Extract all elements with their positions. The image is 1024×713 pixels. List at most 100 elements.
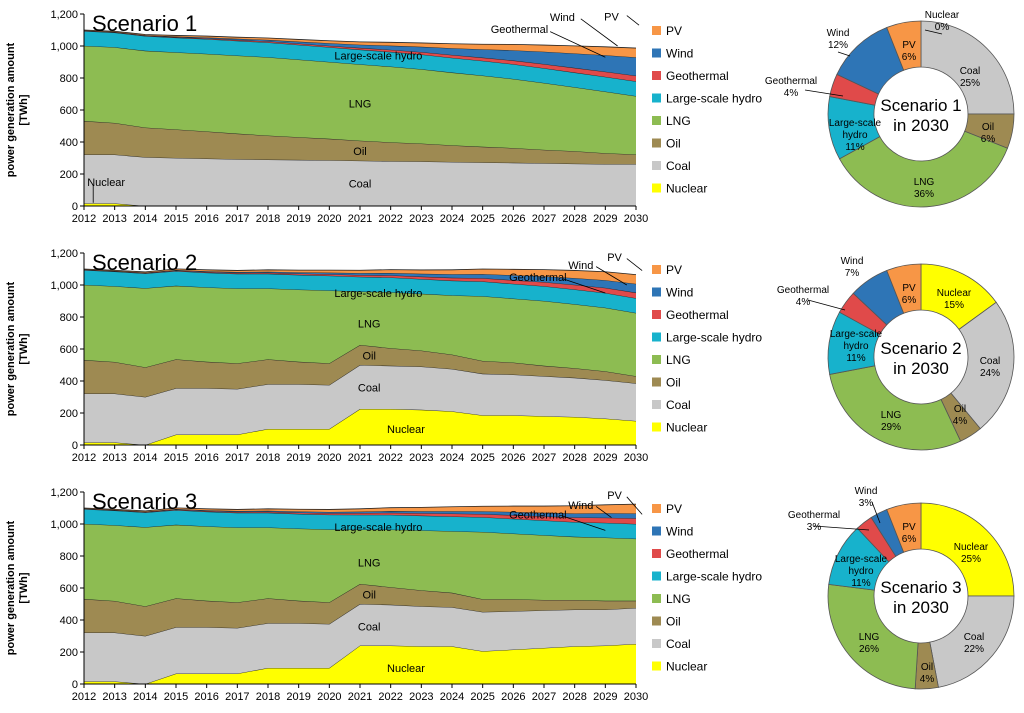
legend-swatch-pv: [652, 504, 661, 513]
slice-label-line: Geothermal: [788, 510, 840, 521]
slice-label-line: Wind: [855, 486, 878, 497]
y-tick-label: 200: [60, 647, 78, 659]
slice-label-line: Nuclear: [937, 288, 972, 299]
legend-label-oil: Oil: [666, 137, 681, 151]
legend-label-nuclear: Nuclear: [666, 182, 707, 196]
slice-label-pct: 22%: [964, 644, 984, 655]
area-geothermal: [84, 508, 636, 524]
annotation-geothermal: Geothermal: [491, 24, 548, 36]
area-oil: [84, 345, 636, 397]
y-tick-label: 1,000: [50, 519, 78, 531]
legend-label-lng: LNG: [666, 353, 691, 367]
x-tick-label: 2024: [440, 452, 464, 464]
y-tick-label: 600: [60, 583, 78, 595]
slice-label-pct: 4%: [920, 674, 935, 685]
legend-swatch-lng: [652, 594, 661, 603]
slice-label-line: Nuclear: [954, 542, 989, 553]
slice-label-pct: 6%: [902, 295, 917, 306]
annotation-wind: Wind: [568, 500, 593, 512]
legend-label-wind: Wind: [666, 47, 693, 61]
annotation-coal: Coal: [349, 179, 372, 191]
donut-center-title-line: Scenario 1: [880, 96, 961, 115]
slice-label-line: LNG: [914, 177, 935, 188]
x-tick-label: 2016: [194, 452, 218, 464]
y-tick-label: 0: [72, 679, 78, 691]
x-tick-label: 2029: [593, 691, 617, 703]
area-large-scale-hydro: [84, 270, 636, 313]
slice-lng: [838, 130, 1008, 208]
x-tick-label: 2018: [256, 691, 280, 703]
donut-center-title: Scenario 3 in 2030: [880, 578, 961, 617]
legend-label-wind: Wind: [666, 286, 693, 300]
legend-swatch-nuclear: [652, 422, 661, 432]
y-axis-label: power generation amount[TWh]: [5, 520, 30, 655]
y-tick-label: 800: [60, 73, 78, 85]
x-tick-label: 2013: [102, 213, 126, 225]
slice-label-line: hydro: [848, 566, 873, 577]
x-tick-label: 2029: [593, 213, 617, 225]
slice-label-pct: 4%: [796, 297, 811, 308]
donut-chart-1: Nuclear 0%Coal 25%Oil 6%LNG 36%Large-scale hy…: [765, 10, 1015, 208]
x-tick-label: 2020: [317, 213, 341, 225]
legend-swatch-oil: [652, 377, 661, 387]
slice-label-pv: PV 6%: [902, 40, 917, 63]
slice-label-line: LNG: [859, 632, 880, 643]
x-tick-label: 2023: [409, 691, 433, 703]
x-tick-label: 2016: [194, 691, 218, 703]
area-lng: [84, 45, 636, 155]
x-tick-label: 2019: [286, 452, 310, 464]
slice-label-line: hydro: [843, 341, 868, 352]
y-tick-label: 1,200: [50, 248, 78, 260]
slice-label-line: Oil: [921, 662, 933, 673]
slice-label-line: Geothermal: [777, 285, 829, 296]
annotation-nuclear: Nuclear: [87, 177, 125, 189]
legend-swatch-wind: [652, 526, 661, 536]
slice-label-pct: 6%: [902, 52, 917, 63]
legend-swatch-pv: [652, 265, 661, 274]
annotation-large-scale-hydro: Large-scale hydro: [334, 522, 422, 534]
legend-label-pv: PV: [666, 502, 682, 516]
leader-line-wind: [595, 266, 628, 286]
x-tick-label: 2021: [348, 213, 372, 225]
slice-label-geothermal: Geothermal 3%: [788, 510, 840, 533]
slice-label-oil: Oil 6%: [981, 122, 996, 145]
area-coal: [84, 604, 636, 684]
y-tick-label: 200: [60, 408, 78, 420]
leader-line-wind: [595, 506, 612, 518]
slice-label-lng: LNG 29%: [881, 410, 902, 433]
x-tick-label: 2017: [225, 452, 249, 464]
area-lng: [84, 523, 636, 607]
legend-label-pv: PV: [666, 263, 682, 277]
x-tick-label: 2015: [164, 452, 188, 464]
x-tick-label: 2026: [501, 452, 525, 464]
x-tick-label: 2030: [624, 213, 648, 225]
slice-label-pct: 12%: [828, 40, 848, 51]
legend-label-lng: LNG: [666, 592, 691, 606]
y-tick-label: 600: [60, 344, 78, 356]
x-tick-label: 2020: [317, 691, 341, 703]
area-chart-3: 0 200 400 600 800 1,000 1,200 2012 2013 2014 2015 2…: [5, 487, 762, 703]
slice-label-lng: LNG 36%: [914, 177, 935, 200]
annotation-oil: Oil: [362, 589, 375, 601]
x-tick-label: 2012: [72, 452, 96, 464]
slice-coal: [920, 20, 1015, 115]
y-tick-label: 800: [60, 312, 78, 324]
slice-label-pct: 11%: [846, 353, 865, 364]
legend-swatch-nuclear: [652, 183, 661, 193]
scenario-title: Scenario 3: [92, 489, 197, 514]
slice-label-coal: Coal 25%: [960, 66, 981, 89]
x-tick-label: 2023: [409, 452, 433, 464]
slice-label-wind: Wind 3%: [855, 486, 878, 509]
x-tick-label: 2018: [256, 213, 280, 225]
x-tick-label: 2014: [133, 213, 157, 225]
legend-label-large-scale-hydro: Large-scale hydro: [666, 570, 762, 584]
annotation-nuclear: Nuclear: [387, 424, 425, 436]
x-tick-label: 2026: [501, 213, 525, 225]
slice-label-line: Coal: [980, 356, 1001, 367]
pie-leader-wind: [871, 501, 881, 524]
slice-label-large-scale-hydro: Large-scale hydro 11%: [830, 329, 883, 364]
slice-label-pct: 3%: [807, 522, 822, 533]
annotation-wind: Wind: [568, 260, 593, 272]
x-tick-label: 2030: [624, 452, 648, 464]
annotation-pv: PV: [604, 11, 619, 23]
